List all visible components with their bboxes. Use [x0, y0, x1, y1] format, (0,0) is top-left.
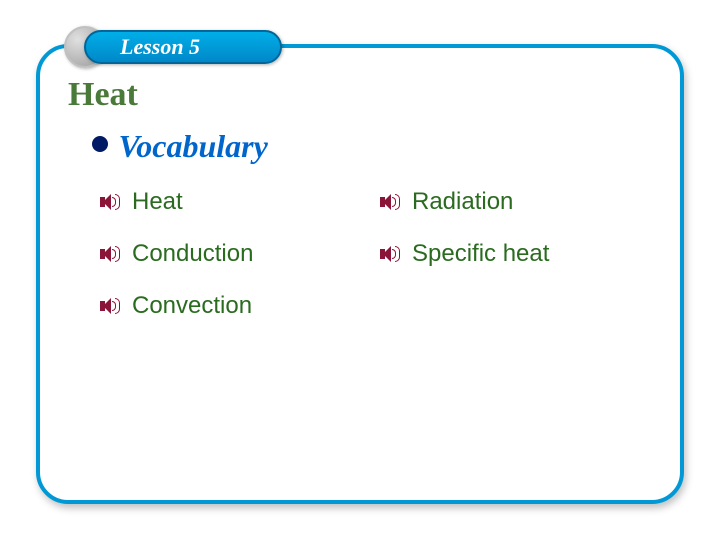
term-label: Radiation — [412, 188, 513, 216]
term-row: Heat Radiation — [100, 188, 640, 216]
term-item[interactable]: Convection — [100, 292, 380, 320]
term-label: Conduction — [132, 240, 253, 268]
bullet-icon — [92, 136, 108, 152]
section-heading-row: Vocabulary — [92, 128, 268, 165]
lesson-number-label: Lesson 5 — [120, 34, 200, 60]
term-item[interactable]: Heat — [100, 188, 380, 216]
term-row: Conduction Specific heat — [100, 240, 640, 268]
speaker-icon — [100, 245, 120, 263]
speaker-icon — [380, 245, 400, 263]
speaker-icon — [100, 193, 120, 211]
term-row: Convection — [100, 292, 640, 320]
terms-grid: Heat Radiation Conduction Specific h — [100, 188, 640, 344]
speaker-icon — [100, 297, 120, 315]
term-label: Specific heat — [412, 240, 549, 268]
term-label: Heat — [132, 188, 183, 216]
term-item[interactable]: Conduction — [100, 240, 380, 268]
badge-pill: Lesson 5 — [84, 30, 282, 64]
speaker-icon — [380, 193, 400, 211]
page-title: Heat — [68, 76, 138, 114]
term-label: Convection — [132, 292, 252, 320]
content-card: Heat Vocabulary Heat Radiation — [36, 44, 684, 504]
term-item[interactable]: Radiation — [380, 188, 640, 216]
section-heading: Vocabulary — [118, 128, 267, 164]
term-item[interactable]: Specific heat — [380, 240, 640, 268]
